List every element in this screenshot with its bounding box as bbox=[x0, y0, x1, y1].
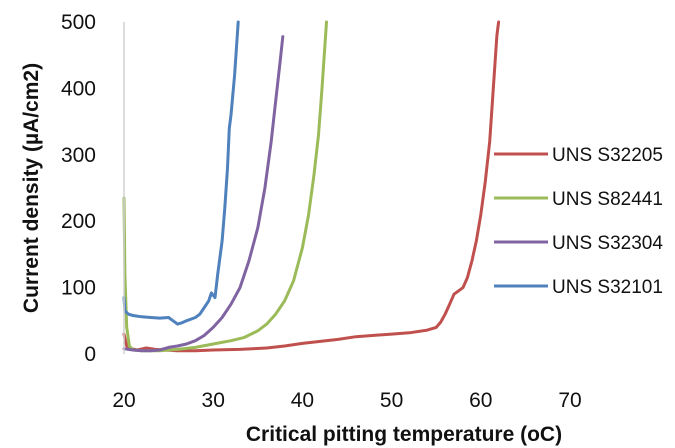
legend-label: UNS S32101 bbox=[552, 277, 663, 298]
series-line bbox=[122, 35, 285, 353]
plot-area bbox=[122, 20, 501, 353]
legend-label: UNS S82441 bbox=[552, 189, 663, 210]
y-tick-label: 500 bbox=[61, 11, 96, 34]
x-tick-label: 60 bbox=[469, 389, 492, 412]
x-tick-label: 20 bbox=[112, 389, 135, 412]
legend-label: UNS S32205 bbox=[552, 145, 663, 166]
y-tick-label: 400 bbox=[61, 77, 96, 100]
y-tick-label: 300 bbox=[61, 144, 96, 167]
y-tick-label: 200 bbox=[61, 210, 96, 233]
y-tick-label: 100 bbox=[61, 277, 96, 300]
y-tick-label: 0 bbox=[84, 343, 96, 366]
x-tick-label: 40 bbox=[291, 389, 314, 412]
x-tick-label: 50 bbox=[380, 389, 403, 412]
x-tick-label: 70 bbox=[558, 389, 581, 412]
series-line bbox=[122, 20, 240, 326]
x-axis-title: Critical pitting temperature (oC) bbox=[246, 423, 562, 446]
y-axis-title: Current density (µA/cm2) bbox=[20, 63, 43, 313]
legend: UNS S32205 UNS S82441 UNS S32304 UNS S32101 bbox=[494, 145, 663, 298]
legend-label: UNS S32304 bbox=[552, 233, 663, 254]
x-tick-label: 30 bbox=[202, 389, 225, 412]
tick-labels: 0 100 200 300 400 500 20 30 40 50 60 70 bbox=[61, 11, 582, 412]
